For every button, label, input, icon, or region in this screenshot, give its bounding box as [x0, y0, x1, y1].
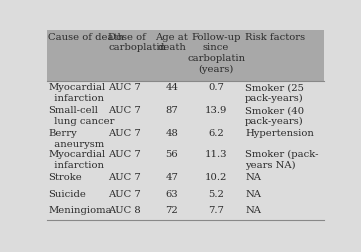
Bar: [106, 188, 155, 204]
Bar: [106, 105, 155, 128]
Text: Berry
  aneurysm: Berry aneurysm: [48, 129, 105, 148]
Bar: [243, 171, 323, 188]
Text: Cause of death: Cause of death: [48, 32, 125, 41]
Bar: [189, 82, 243, 105]
Bar: [47, 128, 106, 149]
Bar: [106, 149, 155, 171]
Text: Hypertension: Hypertension: [245, 129, 314, 138]
Text: Age at
death: Age at death: [156, 32, 188, 52]
Bar: [155, 82, 189, 105]
Text: NA: NA: [245, 205, 261, 214]
Bar: [155, 105, 189, 128]
Text: 13.9: 13.9: [205, 106, 227, 115]
Bar: [47, 204, 106, 220]
Bar: [106, 128, 155, 149]
Bar: [47, 82, 106, 105]
Bar: [106, 82, 155, 105]
Text: Risk factors: Risk factors: [245, 32, 305, 41]
Bar: [47, 171, 106, 188]
Text: 47: 47: [165, 173, 178, 182]
Bar: [47, 31, 106, 82]
Text: 0.7: 0.7: [208, 83, 224, 92]
Bar: [243, 82, 323, 105]
Bar: [155, 171, 189, 188]
Text: Smoker (pack-
years NA): Smoker (pack- years NA): [245, 150, 319, 170]
Bar: [155, 128, 189, 149]
Text: Myocardial
  infarction: Myocardial infarction: [48, 150, 106, 169]
Text: 87: 87: [165, 106, 178, 115]
Text: 7.7: 7.7: [208, 205, 224, 214]
Text: AUC 7: AUC 7: [108, 83, 141, 92]
Bar: [243, 128, 323, 149]
Text: 11.3: 11.3: [205, 150, 227, 159]
Bar: [189, 171, 243, 188]
Text: Suicide: Suicide: [48, 189, 86, 198]
Text: AUC 7: AUC 7: [108, 129, 141, 138]
Text: 44: 44: [165, 83, 178, 92]
Bar: [189, 188, 243, 204]
Text: AUC 7: AUC 7: [108, 189, 141, 198]
Bar: [189, 105, 243, 128]
Text: 48: 48: [165, 129, 178, 138]
Text: Meningioma: Meningioma: [48, 205, 112, 214]
Bar: [47, 105, 106, 128]
Text: 10.2: 10.2: [205, 173, 227, 182]
Text: AUC 8: AUC 8: [108, 205, 141, 214]
Text: Smoker (25
pack-years): Smoker (25 pack-years): [245, 83, 304, 103]
Bar: [189, 128, 243, 149]
Text: AUC 7: AUC 7: [108, 150, 141, 159]
Bar: [243, 105, 323, 128]
Bar: [189, 31, 243, 82]
Bar: [155, 188, 189, 204]
Text: 56: 56: [166, 150, 178, 159]
Bar: [106, 31, 155, 82]
Text: Stroke: Stroke: [48, 173, 82, 182]
Text: 63: 63: [166, 189, 178, 198]
Bar: [106, 204, 155, 220]
Bar: [155, 31, 189, 82]
Bar: [243, 188, 323, 204]
Bar: [243, 204, 323, 220]
Text: AUC 7: AUC 7: [108, 106, 141, 115]
Bar: [243, 31, 323, 82]
Text: 72: 72: [165, 205, 178, 214]
Text: Smoker (40
pack-years): Smoker (40 pack-years): [245, 106, 304, 126]
Text: AUC 7: AUC 7: [108, 173, 141, 182]
Text: NA: NA: [245, 189, 261, 198]
Bar: [189, 149, 243, 171]
Text: 5.2: 5.2: [208, 189, 224, 198]
Bar: [155, 149, 189, 171]
Bar: [106, 171, 155, 188]
Text: 6.2: 6.2: [208, 129, 224, 138]
Text: Myocardial
  infarction: Myocardial infarction: [48, 83, 106, 103]
Bar: [243, 149, 323, 171]
Bar: [189, 204, 243, 220]
Text: Small-cell
  lung cancer: Small-cell lung cancer: [48, 106, 115, 126]
Text: Follow-up
since
carboplatin
(years): Follow-up since carboplatin (years): [187, 32, 245, 74]
Bar: [47, 149, 106, 171]
Bar: [155, 204, 189, 220]
Text: Dose of
carboplatin: Dose of carboplatin: [108, 32, 166, 52]
Text: NA: NA: [245, 173, 261, 182]
Bar: [47, 188, 106, 204]
